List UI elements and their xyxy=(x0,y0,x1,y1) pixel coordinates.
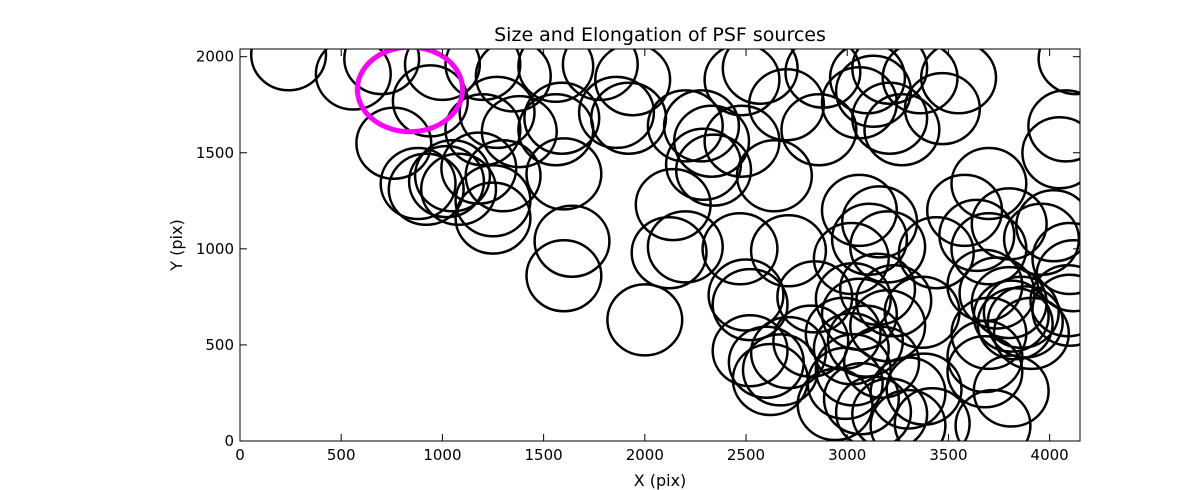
source-marker xyxy=(851,377,929,441)
source-marker xyxy=(525,137,603,211)
source-marker xyxy=(664,127,743,202)
source-marker xyxy=(711,313,789,388)
x-tick-label: 4000 xyxy=(1031,446,1069,464)
source-marker xyxy=(954,388,1032,441)
x-axis: 0 500 1000 1500 2000 2500 3000 3500 4000 xyxy=(235,49,1069,464)
source-marker xyxy=(842,325,921,399)
x-tick-label: 2500 xyxy=(727,446,765,464)
source-marker xyxy=(780,92,858,167)
source-marker xyxy=(820,173,899,248)
source-marker xyxy=(749,214,828,288)
source-marker xyxy=(806,346,884,421)
source-marker xyxy=(533,204,611,278)
source-marker xyxy=(606,283,684,357)
source-marker xyxy=(972,354,1050,428)
source-marker xyxy=(1021,116,1080,190)
source-marker xyxy=(444,92,522,167)
source-marker xyxy=(634,167,712,242)
source-marker xyxy=(992,296,1071,371)
source-marker xyxy=(863,92,941,167)
source-marker xyxy=(523,81,601,155)
source-marker xyxy=(419,152,498,227)
source-marker xyxy=(379,146,457,221)
source-marker xyxy=(903,71,982,146)
source-marker xyxy=(1035,238,1080,313)
x-axis-label: X (pix) xyxy=(634,471,687,490)
source-marker xyxy=(776,260,854,334)
x-tick-label: 1500 xyxy=(525,446,563,464)
source-marker xyxy=(249,49,328,92)
source-marker xyxy=(674,133,753,207)
source-marker xyxy=(525,238,603,313)
highlighted-source-marker xyxy=(354,49,466,135)
source-marker xyxy=(480,94,558,169)
source-marker xyxy=(343,49,421,96)
source-marker xyxy=(822,361,901,436)
source-marker xyxy=(950,146,1028,221)
source-marker xyxy=(1031,221,1080,296)
source-marker xyxy=(577,75,656,150)
x-tick-label: 3500 xyxy=(929,446,967,464)
source-marker xyxy=(946,335,1024,409)
source-marker xyxy=(594,49,672,117)
source-marker xyxy=(454,181,532,255)
source-marker xyxy=(458,75,536,150)
y-tick-label: 0 xyxy=(224,432,234,450)
y-axis-label: Y (pix) xyxy=(167,219,186,271)
x-tick-label: 500 xyxy=(327,446,356,464)
source-marker xyxy=(950,212,1028,286)
x-tick-label: 1000 xyxy=(423,446,461,464)
source-marker xyxy=(707,258,785,332)
source-marker xyxy=(972,279,1050,353)
source-marker xyxy=(474,49,552,113)
chart-title: Size and Elongation of PSF sources xyxy=(494,24,826,46)
source-marker xyxy=(444,49,522,102)
y-tick-label: 1500 xyxy=(196,144,234,162)
source-marker xyxy=(1031,273,1080,348)
source-marker xyxy=(885,352,963,426)
source-marker xyxy=(646,210,724,284)
source-marker xyxy=(314,49,392,111)
source-marker xyxy=(735,139,814,213)
source-marker xyxy=(646,89,724,163)
source-marker xyxy=(881,49,959,115)
source-marker xyxy=(701,212,779,286)
source-marker xyxy=(355,106,433,180)
source-marker xyxy=(561,49,639,102)
source-marker xyxy=(662,89,741,163)
source-marker xyxy=(741,333,820,407)
source-marker xyxy=(834,54,913,129)
source-marker xyxy=(893,386,971,441)
source-marker xyxy=(747,67,826,142)
source-marker xyxy=(711,267,789,342)
source-marker xyxy=(721,49,799,105)
plot-frame xyxy=(239,48,1081,442)
y-tick-label: 500 xyxy=(205,336,234,354)
marker-layer xyxy=(249,49,1080,441)
source-marker xyxy=(413,139,492,213)
source-marker xyxy=(1037,49,1080,96)
x-tick-label: 0 xyxy=(235,446,245,464)
source-marker xyxy=(464,139,542,213)
source-marker xyxy=(517,49,595,104)
source-marker xyxy=(703,49,781,117)
source-marker xyxy=(407,144,486,219)
y-tick-label: 1000 xyxy=(196,240,234,258)
x-tick-label: 2000 xyxy=(626,446,664,464)
source-marker xyxy=(950,296,1028,371)
source-marker xyxy=(1027,89,1080,163)
source-marker xyxy=(391,64,469,138)
source-marker xyxy=(387,152,465,227)
source-marker xyxy=(851,81,929,155)
source-marker xyxy=(589,81,668,155)
source-marker xyxy=(403,49,482,102)
source-marker xyxy=(938,198,1016,273)
y-axis: 0 500 1000 1500 2000 xyxy=(196,48,1080,450)
source-marker xyxy=(869,388,947,441)
y-tick-label: 2000 xyxy=(196,48,234,66)
x-tick-label: 3000 xyxy=(828,446,866,464)
source-marker xyxy=(630,215,708,290)
